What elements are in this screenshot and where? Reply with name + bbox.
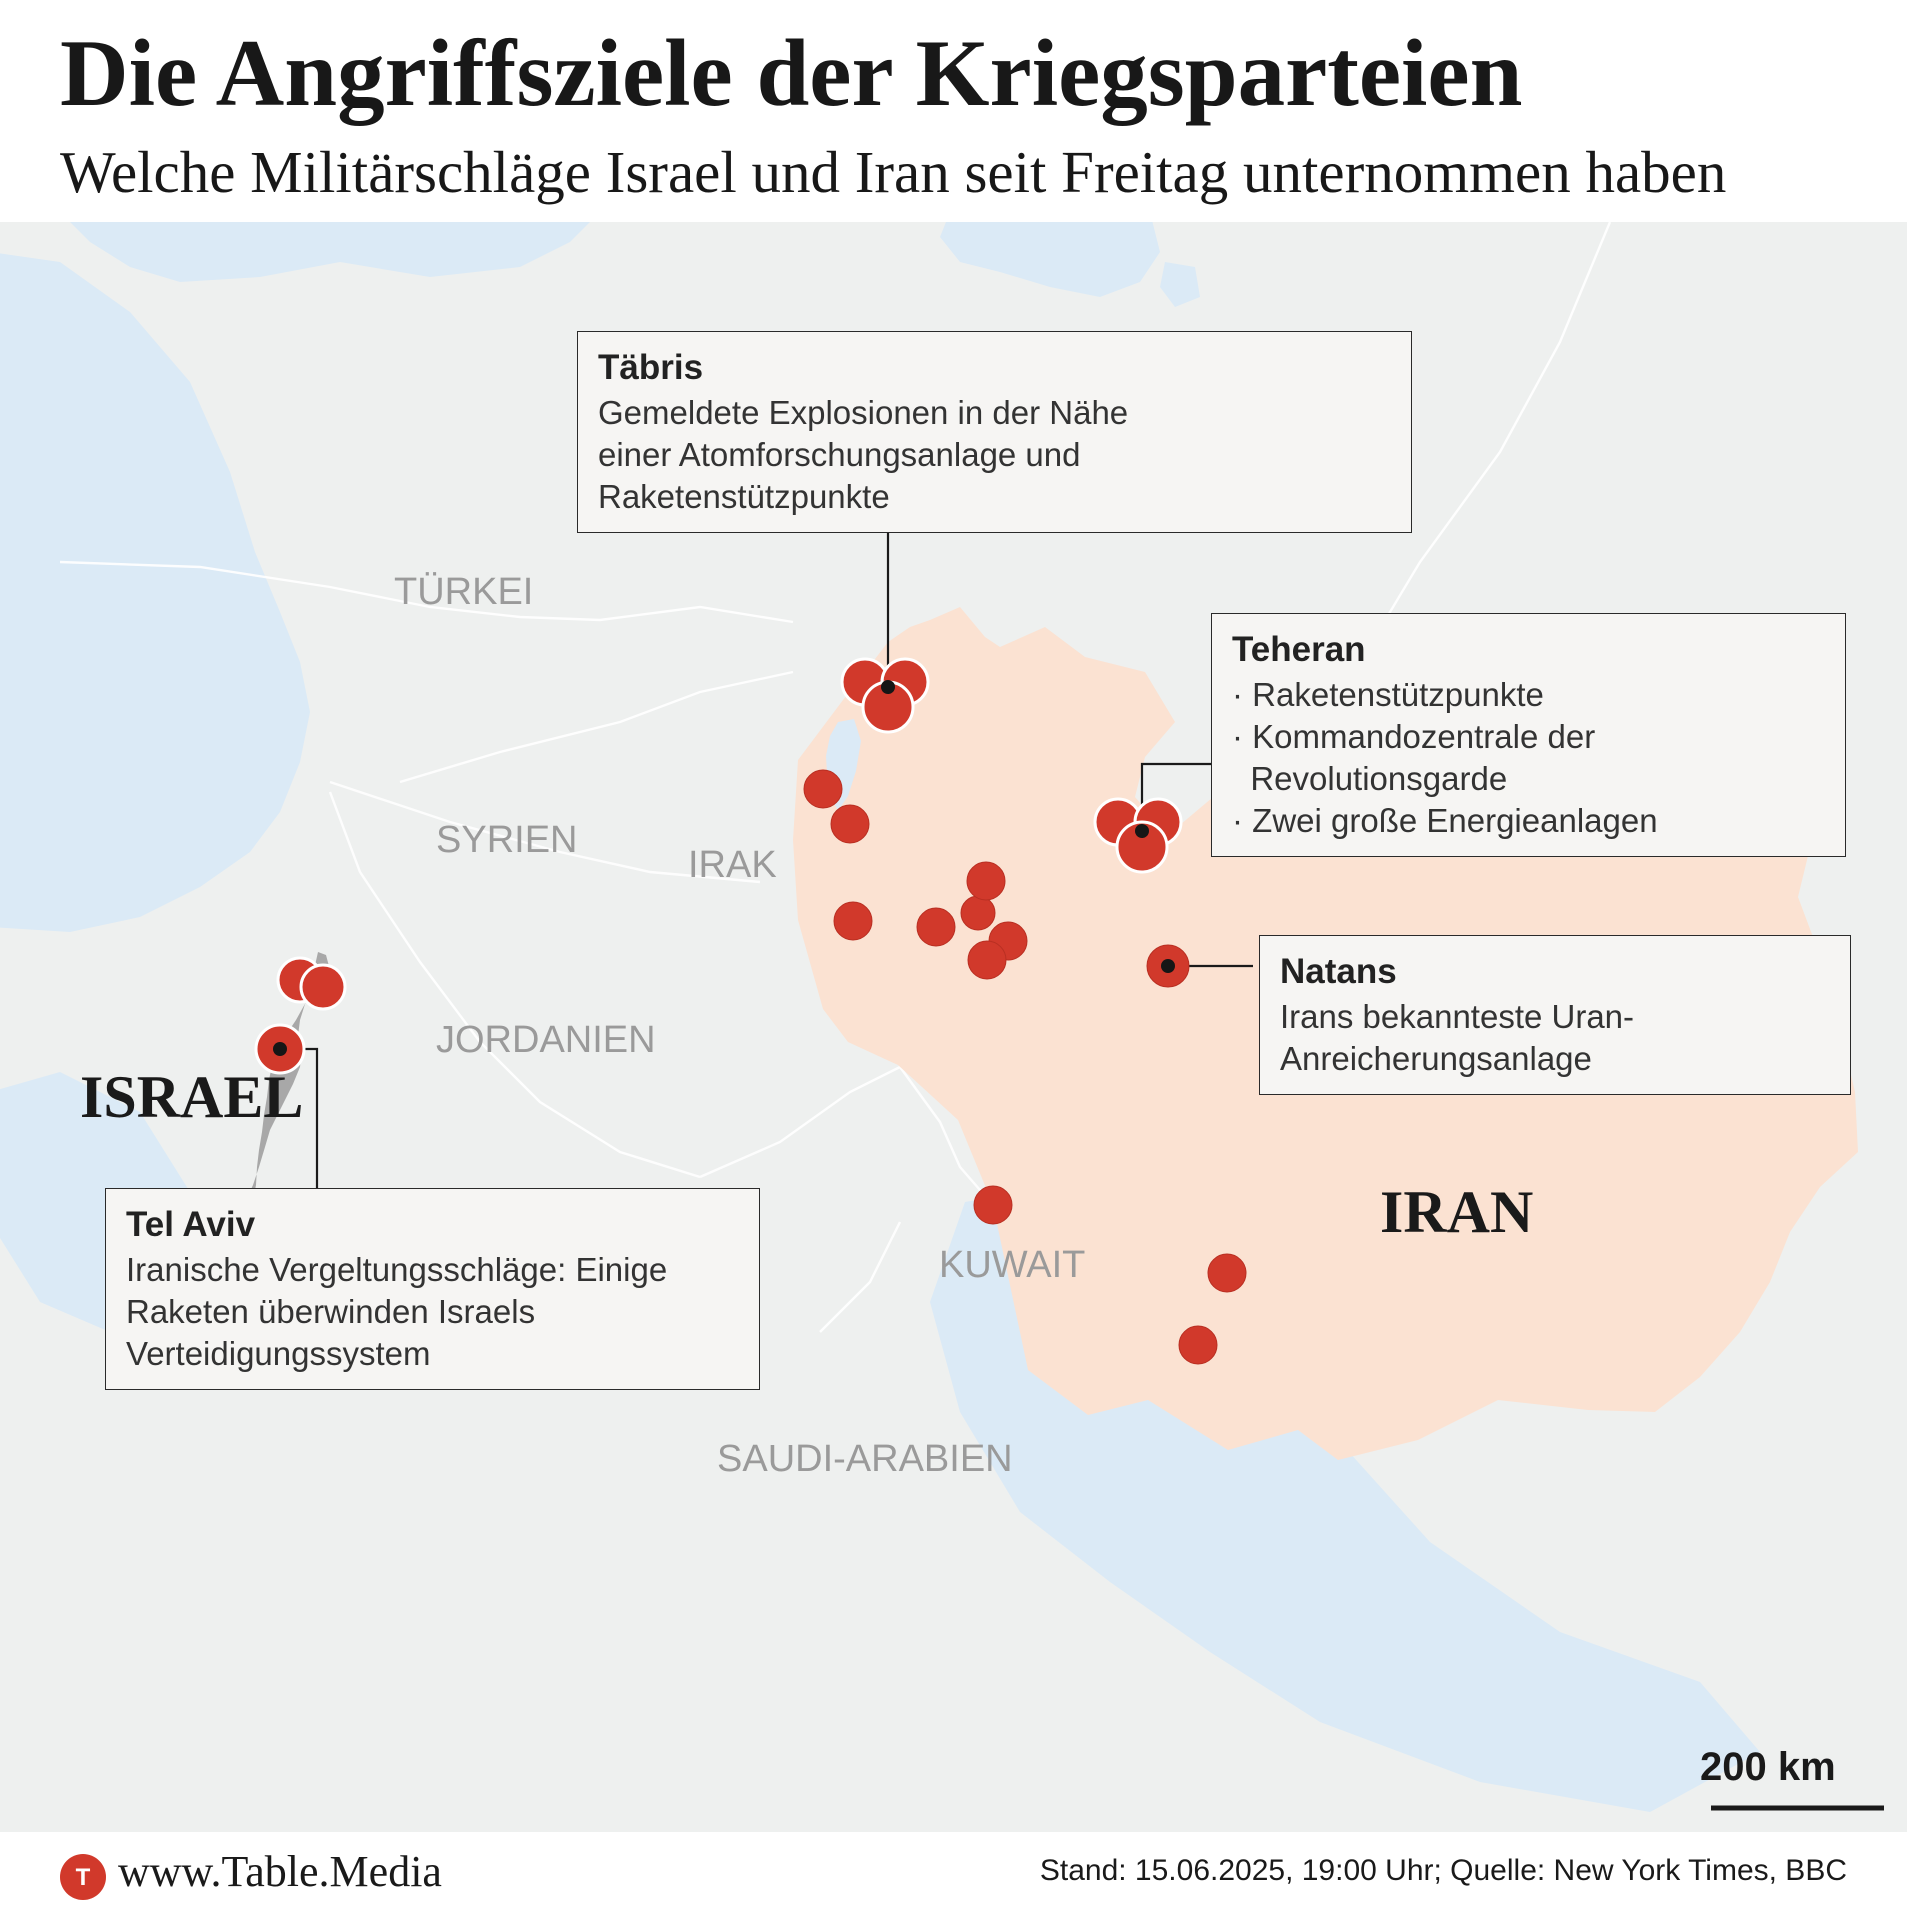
svg-text:TÜRKEI: TÜRKEI [394,571,533,613]
svg-text:200 km: 200 km [1700,1745,1836,1789]
svg-text:SAUDI-ARABIEN: SAUDI-ARABIEN [717,1438,1013,1480]
svg-text:ISRAEL: ISRAEL [80,1064,303,1130]
svg-text:T: T [76,1864,91,1891]
svg-text:IRAN: IRAN [1380,1179,1533,1245]
svg-text:JORDANIEN: JORDANIEN [436,1019,656,1061]
svg-text:IRAK: IRAK [688,844,777,886]
svg-text:SYRIEN: SYRIEN [436,819,577,861]
svg-text:KUWAIT: KUWAIT [939,1244,1085,1286]
